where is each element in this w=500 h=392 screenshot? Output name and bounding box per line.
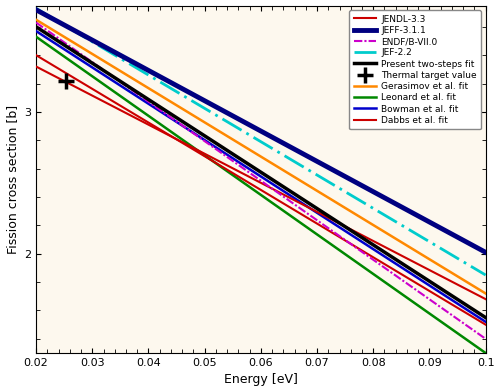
Dabbs et al. fit xyxy=(384,263,390,268)
Present two-steps fit xyxy=(384,251,390,256)
Leonard et al. fit xyxy=(33,34,39,39)
Bowman et al. fit xyxy=(79,58,85,63)
JENDL-3.3 xyxy=(215,158,221,163)
Y-axis label: Fission cross section [b]: Fission cross section [b] xyxy=(6,105,18,254)
Present two-steps fit xyxy=(33,24,39,29)
Dabbs et al. fit xyxy=(482,322,488,327)
JEF-2.2 xyxy=(215,114,221,118)
Present two-steps fit xyxy=(215,142,221,147)
Line: ENDF/B-VII.0: ENDF/B-VII.0 xyxy=(36,23,486,339)
JEFF-3.1.1 xyxy=(215,105,221,110)
Leonard et al. fit xyxy=(482,351,488,356)
Gerasimov et al. fit xyxy=(392,236,398,240)
JEFF-3.1.1 xyxy=(79,32,85,37)
Leonard et al. fit xyxy=(392,287,398,291)
Dabbs et al. fit xyxy=(342,238,348,243)
JENDL-3.3 xyxy=(482,297,488,301)
ENDF/B-VII.0 xyxy=(33,20,39,25)
Dabbs et al. fit xyxy=(79,80,85,85)
X-axis label: Energy [eV]: Energy [eV] xyxy=(224,374,298,387)
Leonard et al. fit xyxy=(231,174,237,178)
Bowman et al. fit xyxy=(392,261,398,265)
Gerasimov et al. fit xyxy=(79,45,85,50)
Bowman et al. fit xyxy=(215,146,221,151)
Line: JEF-2.2: JEF-2.2 xyxy=(36,8,486,275)
Dabbs et al. fit xyxy=(215,162,221,167)
Bowman et al. fit xyxy=(231,157,237,162)
Line: Bowman et al. fit: Bowman et al. fit xyxy=(36,31,486,322)
Bowman et al. fit xyxy=(342,229,348,233)
JENDL-3.3 xyxy=(342,224,348,229)
JEF-2.2 xyxy=(231,123,237,128)
Present two-steps fit xyxy=(482,315,488,320)
JENDL-3.3 xyxy=(231,167,237,171)
Dabbs et al. fit xyxy=(231,172,237,176)
JEF-2.2 xyxy=(482,273,488,278)
JEFF-3.1.1 xyxy=(384,196,390,201)
JEFF-3.1.1 xyxy=(342,174,348,179)
ENDF/B-VII.0 xyxy=(482,336,488,341)
Bowman et al. fit xyxy=(482,319,488,324)
Present two-steps fit xyxy=(392,256,398,261)
JENDL-3.3 xyxy=(384,245,390,250)
ENDF/B-VII.0 xyxy=(231,160,237,164)
Dabbs et al. fit xyxy=(33,53,39,58)
Dabbs et al. fit xyxy=(392,268,398,272)
Line: JENDL-3.3: JENDL-3.3 xyxy=(36,67,486,299)
Bowman et al. fit xyxy=(33,29,39,33)
ENDF/B-VII.0 xyxy=(79,53,85,57)
Leonard et al. fit xyxy=(79,67,85,71)
JEFF-3.1.1 xyxy=(392,201,398,206)
ENDF/B-VII.0 xyxy=(342,238,348,242)
Legend: JENDL-3.3, JEFF-3.1.1, ENDF/B-VII.0, JEF-2.2, Present two-steps fit, Thermal tar: JENDL-3.3, JEFF-3.1.1, ENDF/B-VII.0, JEF… xyxy=(350,10,481,129)
Leonard et al. fit xyxy=(215,162,221,167)
ENDF/B-VII.0 xyxy=(215,148,221,153)
JENDL-3.3 xyxy=(392,250,398,254)
Leonard et al. fit xyxy=(342,252,348,256)
Present two-steps fit xyxy=(231,152,237,157)
Line: Gerasimov et al. fit: Gerasimov et al. fit xyxy=(36,20,486,294)
Line: JEFF-3.1.1: JEFF-3.1.1 xyxy=(36,10,486,252)
Line: Dabbs et al. fit: Dabbs et al. fit xyxy=(36,55,486,325)
JEFF-3.1.1 xyxy=(33,7,39,12)
JENDL-3.3 xyxy=(79,88,85,93)
Present two-steps fit xyxy=(79,54,85,59)
Line: Leonard et al. fit: Leonard et al. fit xyxy=(36,37,486,353)
Gerasimov et al. fit xyxy=(215,128,221,133)
ENDF/B-VII.0 xyxy=(384,267,390,272)
Gerasimov et al. fit xyxy=(384,231,390,236)
Line: Present two-steps fit: Present two-steps fit xyxy=(36,27,486,318)
Gerasimov et al. fit xyxy=(482,291,488,296)
JEF-2.2 xyxy=(33,6,39,11)
JEF-2.2 xyxy=(384,214,390,219)
Present two-steps fit xyxy=(342,224,348,229)
ENDF/B-VII.0 xyxy=(392,272,398,277)
JEFF-3.1.1 xyxy=(482,250,488,255)
Gerasimov et al. fit xyxy=(33,17,39,22)
Gerasimov et al. fit xyxy=(231,138,237,143)
Gerasimov et al. fit xyxy=(342,205,348,210)
JEFF-3.1.1 xyxy=(231,114,237,119)
JEF-2.2 xyxy=(79,33,85,38)
Leonard et al. fit xyxy=(384,281,390,286)
JENDL-3.3 xyxy=(33,64,39,69)
Bowman et al. fit xyxy=(384,256,390,260)
JEF-2.2 xyxy=(392,219,398,223)
JEF-2.2 xyxy=(342,189,348,194)
